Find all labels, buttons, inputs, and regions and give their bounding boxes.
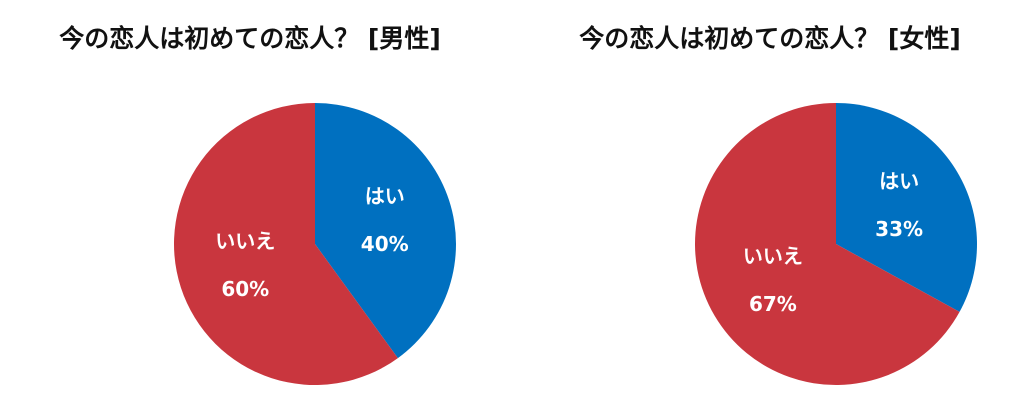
slice-category: いいえ [743,244,803,268]
pie-slice [174,103,398,385]
slice-value-label: 67% [749,292,797,316]
slice-category: いいえ [215,229,275,253]
slice-value-label: 60% [221,277,269,301]
slice-value-label: 33% [875,217,923,241]
chart-title: 今の恋人は初めての恋人？ [女性] [579,24,961,53]
pie-slice [315,103,457,359]
slice-category: はい [365,184,405,208]
pie-slice [836,103,978,312]
slice-category: はい [879,169,919,193]
pie-slice [694,103,960,386]
chart-title: 今の恋人は初めての恋人？ [男性] [59,24,441,53]
slice-value-label: 40% [361,232,409,256]
